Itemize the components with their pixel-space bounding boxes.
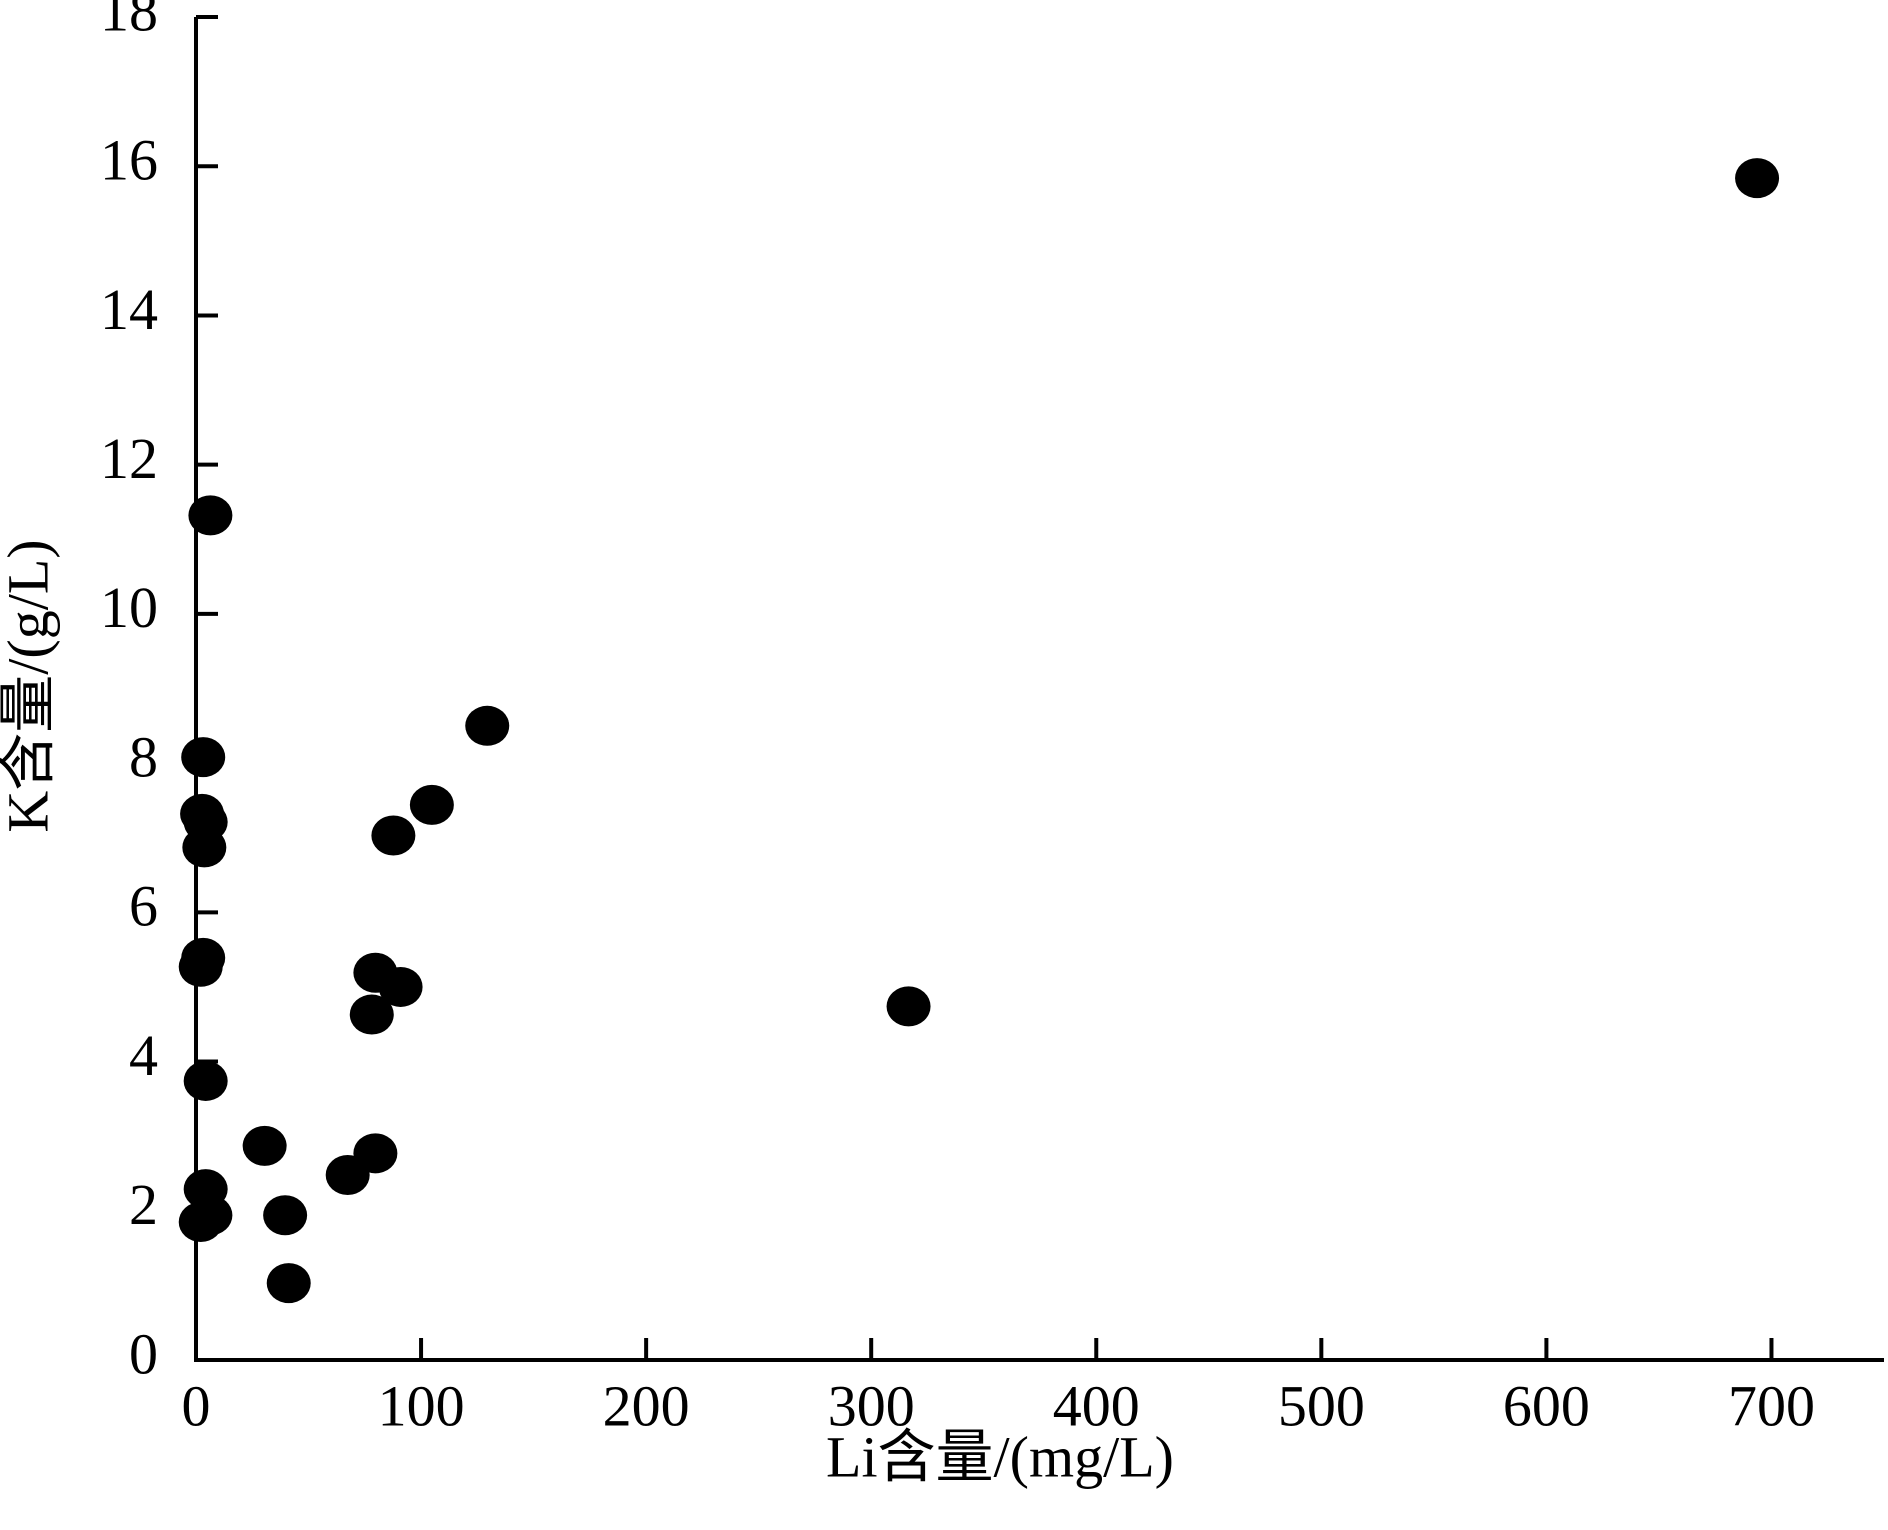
x-tick-label: 0 — [182, 1373, 211, 1438]
y-tick-label: 18 — [100, 0, 158, 43]
y-tick-label: 12 — [100, 426, 158, 491]
y-tick-label: 14 — [100, 277, 158, 342]
point — [178, 946, 223, 987]
y-tick-label: 10 — [100, 575, 158, 640]
x-tick-label: 700 — [1728, 1373, 1815, 1438]
point — [371, 815, 416, 856]
x-tick-label: 500 — [1278, 1373, 1365, 1438]
point — [183, 1060, 228, 1101]
point — [378, 966, 423, 1007]
x-tick-label: 300 — [828, 1373, 915, 1438]
point — [242, 1125, 287, 1166]
point — [266, 1263, 311, 1304]
point — [1735, 158, 1780, 199]
point — [886, 986, 931, 1027]
y-tick-label: 2 — [129, 1172, 158, 1237]
x-tick-label: 200 — [603, 1373, 690, 1438]
y-tick-label: 8 — [129, 724, 158, 789]
y-tick-label: 6 — [129, 874, 158, 939]
x-tick-label: 400 — [1053, 1373, 1140, 1438]
y-tick-label: 0 — [129, 1321, 158, 1386]
y-tick-label: 4 — [129, 1023, 158, 1088]
point — [325, 1154, 370, 1195]
point — [263, 1195, 308, 1236]
point — [182, 827, 227, 868]
point — [188, 495, 233, 536]
point — [465, 705, 510, 746]
point — [349, 994, 394, 1035]
point — [181, 737, 226, 778]
x-tick-label: 100 — [378, 1373, 465, 1438]
point — [409, 784, 454, 825]
y-axis-label: K含量/(g/L) — [0, 539, 60, 832]
x-tick-label: 600 — [1503, 1373, 1590, 1438]
x-axis-label: Li含量/(mg/L) — [826, 1424, 1174, 1489]
point — [178, 1201, 223, 1242]
y-tick-label: 16 — [100, 128, 158, 193]
